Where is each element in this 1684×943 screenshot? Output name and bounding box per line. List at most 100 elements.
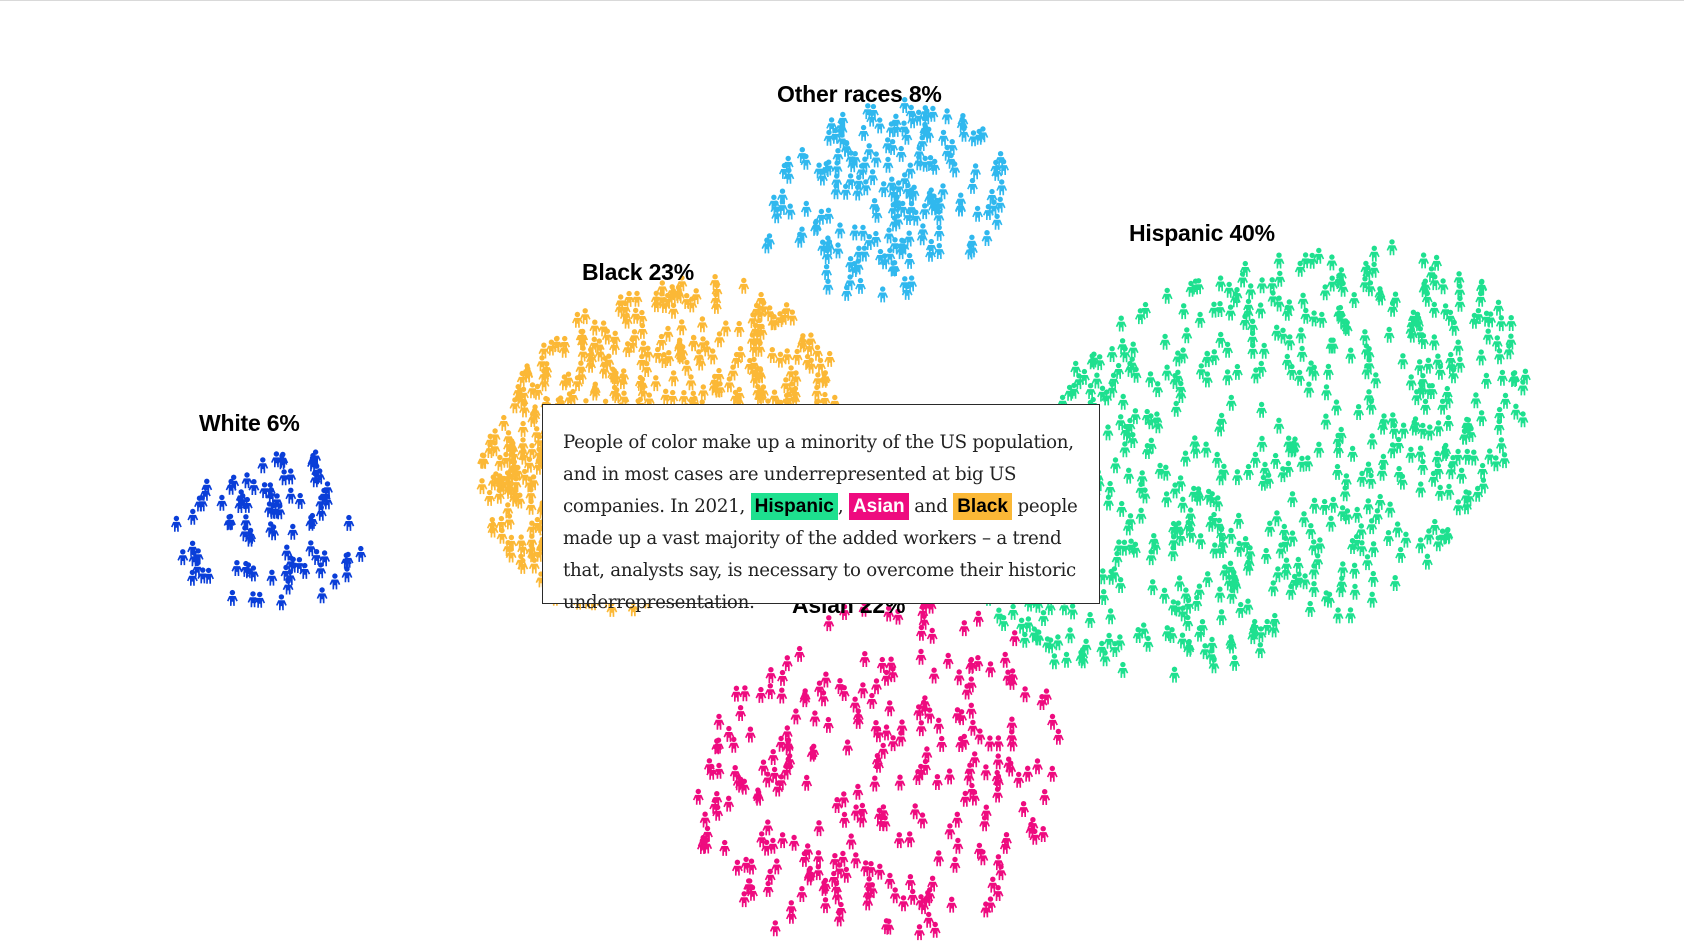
person-icon <box>1327 496 1339 513</box>
person-icon <box>1285 583 1297 600</box>
person-icon <box>355 545 367 562</box>
person-icon <box>857 224 869 241</box>
person-icon <box>1119 441 1131 458</box>
person-icon <box>739 685 751 702</box>
person-icon <box>1333 441 1344 458</box>
person-icon <box>933 224 945 241</box>
person-icon <box>1477 462 1488 479</box>
person-icon <box>1016 617 1027 634</box>
person-icon <box>767 749 779 765</box>
person-icon <box>1116 500 1128 517</box>
person-icon <box>577 345 589 362</box>
person-icon <box>1452 499 1464 516</box>
person-icon <box>1309 497 1320 514</box>
person-icon <box>1013 771 1025 788</box>
person-icon <box>1273 252 1285 269</box>
person-icon <box>993 735 1004 752</box>
person-icon <box>1296 345 1308 362</box>
person-icon <box>859 651 871 667</box>
person-icon <box>871 678 882 695</box>
person-icon <box>799 691 811 708</box>
person-icon <box>1264 520 1276 537</box>
person-icon <box>1255 626 1267 643</box>
person-icon <box>1053 728 1064 745</box>
person-icon <box>1226 637 1237 654</box>
person-icon <box>1099 650 1111 667</box>
person-icon <box>697 316 708 333</box>
person-icon <box>834 222 846 239</box>
person-icon <box>1304 600 1316 617</box>
person-icon <box>731 685 742 702</box>
person-icon <box>1368 261 1380 278</box>
person-icon <box>852 783 864 800</box>
person-icon <box>1064 627 1076 644</box>
person-icon <box>1393 465 1405 482</box>
person-icon <box>972 205 983 222</box>
person-icon <box>832 242 844 259</box>
person-icon <box>1018 801 1029 817</box>
person-icon <box>1115 577 1126 593</box>
person-icon <box>1169 666 1180 683</box>
person-icon <box>1332 607 1344 624</box>
person-icon <box>909 803 921 820</box>
person-icon <box>857 682 869 699</box>
person-icon <box>171 515 182 532</box>
person-icon <box>820 671 832 688</box>
person-icon <box>944 768 955 785</box>
person-icon <box>812 864 824 881</box>
person-icon <box>1297 292 1309 309</box>
person-icon <box>1245 283 1257 300</box>
person-icon <box>1159 587 1170 604</box>
person-icon <box>805 357 817 374</box>
person-icon <box>923 911 935 928</box>
person-icon <box>1214 586 1226 603</box>
person-icon <box>869 775 881 792</box>
person-icon <box>1271 324 1283 341</box>
person-icon <box>881 724 892 741</box>
person-icon <box>1145 371 1156 388</box>
person-icon <box>1389 575 1401 591</box>
person-icon <box>1428 301 1440 318</box>
person-icon <box>781 655 793 672</box>
person-icon <box>484 489 495 506</box>
person-icon <box>917 812 928 829</box>
person-icon <box>889 887 901 904</box>
person-icon <box>1271 510 1283 527</box>
person-icon <box>660 388 672 405</box>
person-icon <box>958 620 970 637</box>
person-icon <box>572 311 583 328</box>
person-icon <box>1420 398 1431 415</box>
person-icon <box>904 831 916 848</box>
person-icon <box>813 820 825 837</box>
person-icon <box>866 692 878 709</box>
person-icon <box>1319 498 1330 515</box>
person-icon <box>877 286 889 303</box>
person-icon <box>227 589 238 606</box>
person-icon <box>801 774 813 791</box>
person-icon <box>341 566 353 583</box>
person-icon <box>257 457 269 474</box>
person-icon <box>329 573 341 590</box>
person-icon <box>1170 400 1182 417</box>
person-icon <box>878 181 890 198</box>
person-icon <box>1273 417 1285 434</box>
person-icon <box>813 850 824 867</box>
person-icon <box>1383 530 1394 546</box>
person-icon <box>1452 339 1464 356</box>
person-icon <box>1084 611 1096 628</box>
person-icon <box>771 858 783 875</box>
person-icon <box>1152 381 1164 398</box>
person-icon <box>805 332 817 349</box>
person-icon <box>1349 583 1361 600</box>
top-rule <box>0 0 1684 1</box>
person-icon <box>1332 463 1343 480</box>
person-icon <box>1496 437 1507 454</box>
person-icon <box>1475 349 1487 366</box>
person-icon <box>1392 521 1403 538</box>
person-icon <box>1405 374 1417 391</box>
person-icon <box>777 832 788 849</box>
story-text-sep2: and <box>914 496 948 517</box>
person-icon <box>315 562 327 579</box>
person-icon <box>855 277 866 294</box>
person-icon <box>1493 418 1505 435</box>
